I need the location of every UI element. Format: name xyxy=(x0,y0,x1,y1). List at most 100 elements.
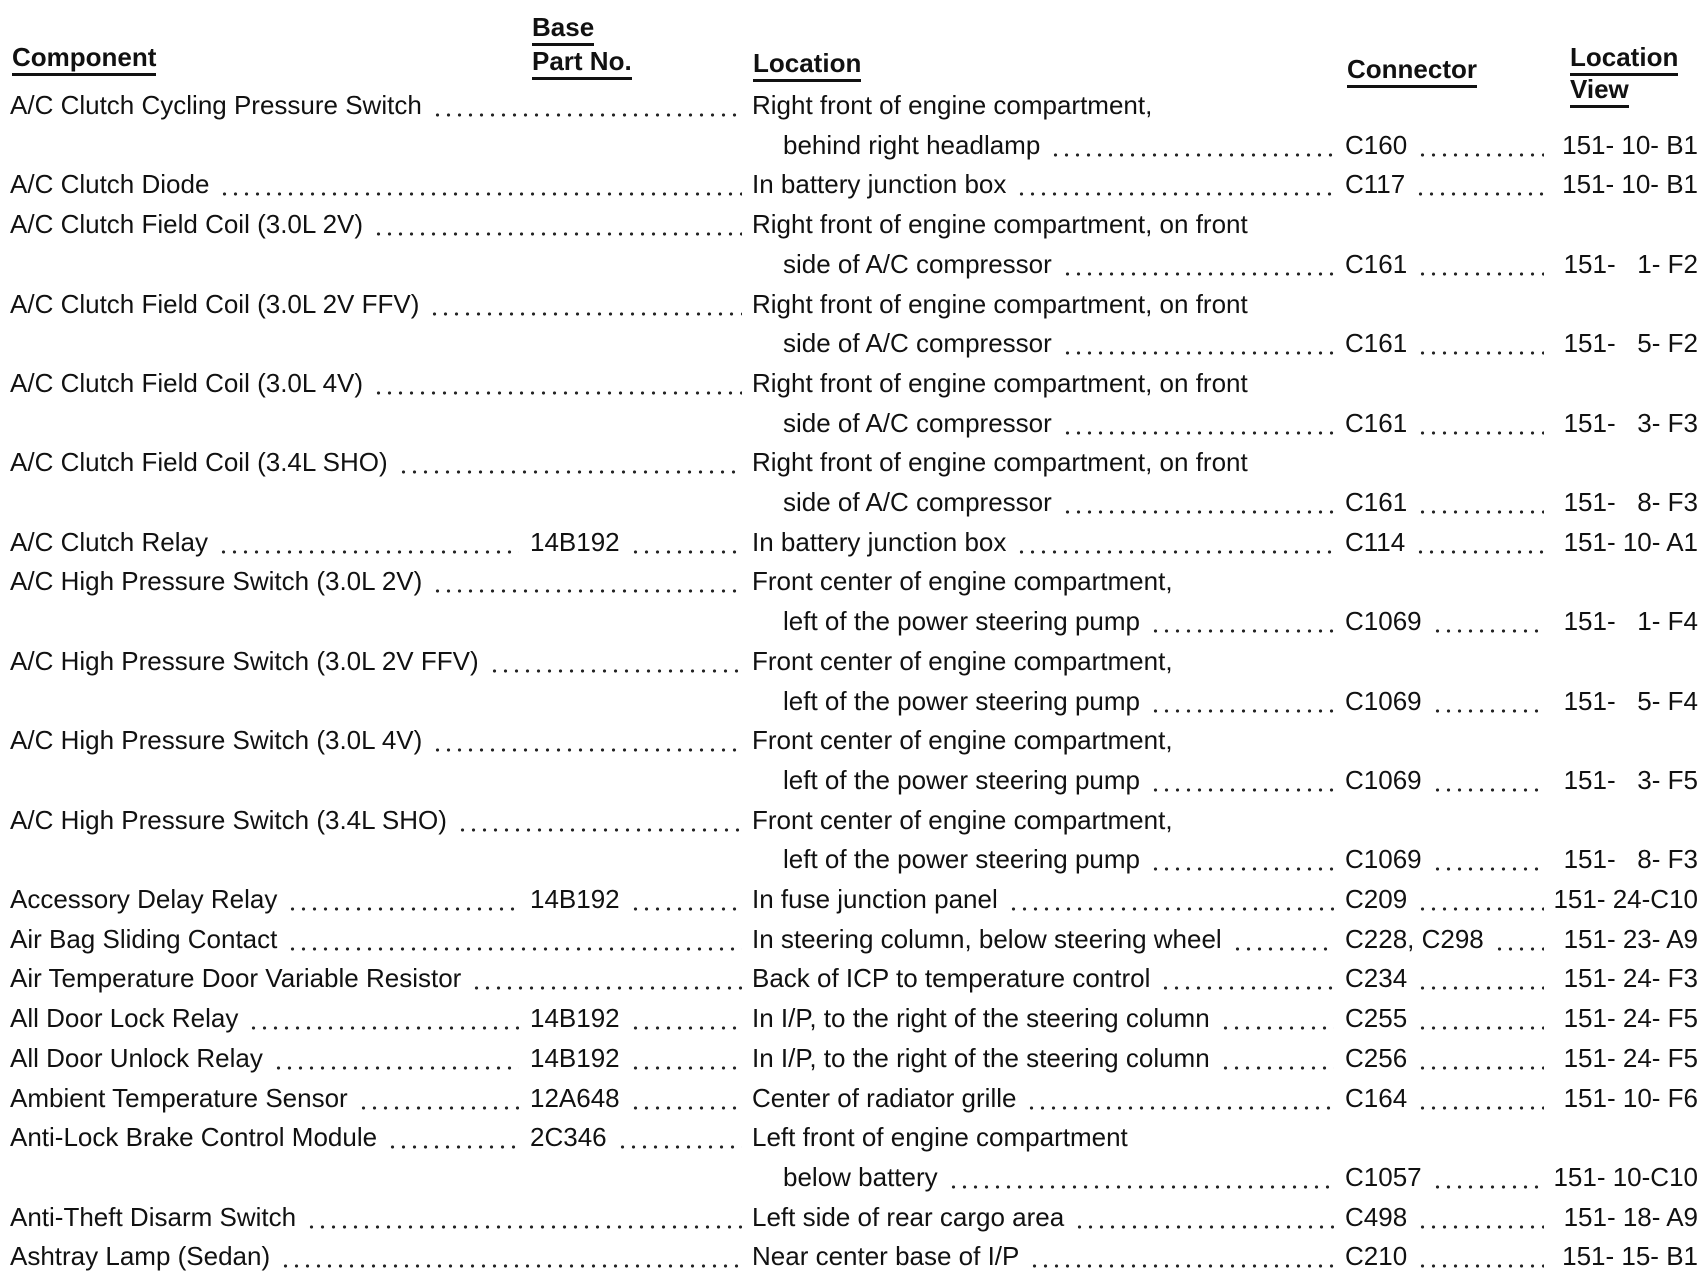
dot-leader xyxy=(471,958,742,999)
connector-cell: C160 xyxy=(1345,124,1550,165)
table-row: All Door Lock Relay 14B192 In I/P, to the … xyxy=(0,998,1704,1039)
location-view-cell: 151- 8- F3 xyxy=(1550,839,1698,879)
dot-leader xyxy=(1016,164,1334,205)
component-cell-text: A/C Clutch Diode xyxy=(10,169,210,200)
dot-leader xyxy=(1417,998,1544,1039)
component-cell-text: A/C High Pressure Switch (3.0L 2V FFV) xyxy=(10,645,479,676)
dot-leader xyxy=(1431,680,1544,721)
connector-cell-text: C161 xyxy=(1345,487,1408,517)
dot-leader xyxy=(219,164,742,205)
component-cell-text: Air Temperature Door Variable Resistor xyxy=(10,963,462,994)
location-cell: side of A/C compressor xyxy=(783,243,1340,284)
table-row: All Door Unlock Relay 14B192 In I/P, to th… xyxy=(0,1037,1704,1078)
location-view-cell-text: 151- 23- A9 xyxy=(1563,923,1698,954)
component-cell: A/C Clutch Field Coil (3.4L SHO) xyxy=(10,442,748,483)
location-cell: Right front of engine compartment, on fr… xyxy=(752,363,1352,403)
table-row-continuation: left of the power steering pump C1069 151-… xyxy=(0,680,1704,721)
connector-cell: C234 xyxy=(1345,958,1550,999)
component-cell-text: A/C Clutch Field Coil (3.4L SHO) xyxy=(10,447,388,478)
connector-cell-text: C210 xyxy=(1345,1241,1408,1272)
header-component: Component xyxy=(12,42,157,76)
location-view-cell-text: 151- 3- F3 xyxy=(1563,407,1698,438)
component-cell: Anti-Lock Brake Control Module xyxy=(10,1117,525,1158)
location-cell-text: behind right headlamp xyxy=(783,129,1041,160)
dot-leader xyxy=(1231,918,1334,959)
component-cell-text: All Door Unlock Relay xyxy=(10,1042,263,1073)
dot-leader xyxy=(1417,1037,1544,1078)
dot-leader xyxy=(1050,124,1334,165)
location-cell: side of A/C compressor xyxy=(783,482,1340,522)
component-cell: A/C Clutch Field Coil (3.0L 4V) xyxy=(10,362,748,403)
location-cell-text: side of A/C compressor xyxy=(783,328,1052,359)
dot-leader xyxy=(217,521,519,562)
component-cell: A/C High Pressure Switch (3.0L 2V FFV) xyxy=(10,640,748,681)
location-view-cell-text: 151- 8- F3 xyxy=(1563,844,1698,875)
dot-leader xyxy=(287,918,742,959)
location-view-cell-text: 151- 1- F4 xyxy=(1563,606,1698,637)
component-cell-text: A/C Clutch Field Coil (3.0L 2V FFV) xyxy=(10,288,420,319)
component-cell: All Door Lock Relay xyxy=(10,998,525,1039)
component-cell-text: Anti-Lock Brake Control Module xyxy=(10,1122,378,1153)
part-no-cell: 12A648 xyxy=(530,1077,748,1118)
header-connector: Connector xyxy=(1347,54,1477,88)
dot-leader xyxy=(1417,124,1544,165)
dot-leader xyxy=(629,879,742,919)
dot-leader xyxy=(306,1196,742,1237)
dot-leader xyxy=(387,1117,519,1158)
dot-leader xyxy=(1417,1077,1544,1118)
connector-cell-text: C161 xyxy=(1345,328,1408,359)
table-row: A/C High Pressure Switch (3.4L SHO) Front… xyxy=(0,799,1704,840)
dot-leader xyxy=(431,85,742,125)
connector-cell-text: C498 xyxy=(1345,1201,1408,1232)
location-view-cell-text: 151- 24- F5 xyxy=(1563,1042,1698,1073)
connector-cell-text: C228, C298 xyxy=(1345,923,1484,954)
connector-cell: C498 xyxy=(1345,1196,1550,1237)
location-cell: In battery junction box xyxy=(752,521,1340,562)
location-cell-text: Front center of engine compartment, xyxy=(752,645,1173,676)
dot-leader xyxy=(432,720,742,761)
component-cell-text: A/C High Pressure Switch (3.4L SHO) xyxy=(10,804,447,835)
component-cell: Ashtray Lamp (Sedan) xyxy=(10,1236,748,1277)
connector-cell: C164 xyxy=(1345,1077,1550,1118)
dot-leader xyxy=(1160,958,1334,999)
connector-cell: C117 xyxy=(1345,164,1550,205)
dot-leader xyxy=(1431,759,1544,800)
location-cell-text: Right front of engine compartment, on fr… xyxy=(752,367,1248,398)
dot-leader xyxy=(1007,879,1334,919)
location-view-cell: 151- 24- F5 xyxy=(1550,1038,1698,1078)
dot-leader xyxy=(947,1156,1334,1197)
component-cell: All Door Unlock Relay xyxy=(10,1037,525,1078)
location-view-cell-text: 151- 10- A1 xyxy=(1563,526,1698,557)
dot-leader xyxy=(1431,601,1544,642)
location-cell: below battery xyxy=(783,1156,1340,1197)
location-view-cell: 151- 23- A9 xyxy=(1550,919,1698,959)
location-cell-text: Right front of engine compartment, on fr… xyxy=(752,447,1248,478)
location-view-cell: 151- 24- F3 xyxy=(1550,958,1698,998)
location-cell: left of the power steering pump xyxy=(783,601,1340,642)
component-cell-text: All Door Lock Relay xyxy=(10,1003,239,1034)
location-cell: behind right headlamp xyxy=(783,124,1340,165)
part-no-cell-text: 12A648 xyxy=(530,1082,620,1113)
connector-cell-text: C1069 xyxy=(1345,606,1422,637)
dot-leader xyxy=(1061,243,1334,284)
table-row: Anti-Lock Brake Control Module 2C346 Left … xyxy=(0,1117,1704,1158)
table-row-continuation: behind right headlamp C160 151- 10- B1 xyxy=(0,124,1704,165)
location-cell-text: Left front of engine compartment xyxy=(752,1122,1128,1153)
header-location-view-2: View xyxy=(1570,74,1629,108)
table-row: A/C High Pressure Switch (3.0L 4V) Front … xyxy=(0,720,1704,761)
dot-leader xyxy=(1149,680,1334,721)
component-cell-text: Ashtray Lamp (Sedan) xyxy=(10,1241,271,1272)
table-row-continuation: below battery C1057 151- 10-C10 xyxy=(0,1156,1704,1197)
part-no-cell: 14B192 xyxy=(530,521,748,562)
location-cell: In fuse junction panel xyxy=(752,879,1340,919)
dot-leader xyxy=(1417,323,1544,364)
connector-cell-text: C161 xyxy=(1345,248,1408,279)
location-cell-text: below battery xyxy=(783,1161,938,1192)
dot-leader xyxy=(1431,1156,1544,1197)
location-cell-text: In steering column, below steering wheel xyxy=(752,923,1222,954)
location-view-cell-text: 151- 18- A9 xyxy=(1563,1201,1698,1232)
dot-leader xyxy=(1417,958,1544,999)
table-row: A/C Clutch Cycling Pressure Switch Right … xyxy=(0,85,1704,125)
part-no-cell-text: 2C346 xyxy=(530,1122,607,1153)
connector-cell: C209 xyxy=(1345,879,1550,919)
